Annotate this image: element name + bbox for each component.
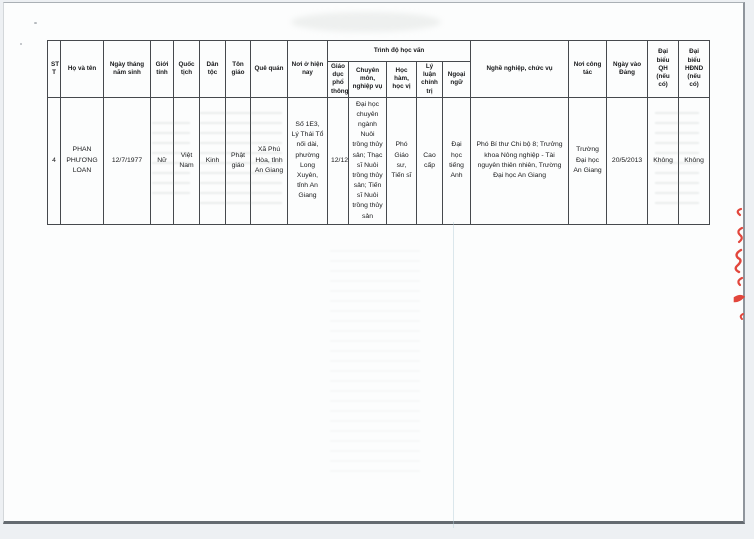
- red-handwriting-marks: [733, 207, 745, 320]
- cell-dob: 12/7/1977: [103, 96, 151, 225]
- col-header-party-date: Ngày vào Đảng: [606, 40, 649, 98]
- col-header-edu-language: Ngoại ngữ: [441, 61, 472, 98]
- col-header-ethnicity: Dân tộc: [199, 40, 226, 98]
- cell-residence: Số 1E3, Lý Thái Tổ nối dài, phường Long …: [287, 96, 328, 225]
- personnel-table: ST T Họ và tên Ngày tháng năm sinh Giới …: [47, 40, 711, 225]
- col-header-workplace: Nơi công tác: [568, 40, 608, 98]
- bleedthrough-text: [655, 112, 699, 204]
- table-row: 4 PHAN PHƯƠNG LOAN 12/7/1977 Nữ Việt Nam…: [47, 96, 711, 225]
- cell-edu-general: 12/12: [327, 96, 349, 225]
- col-header-stt: ST T: [47, 40, 61, 98]
- col-header-edu-political: Lý luận chính trị: [416, 61, 443, 98]
- header-row-sub: Giáo dục phổ thông Chuyên môn, nghiệp vụ…: [48, 61, 710, 98]
- scan-speck: [34, 22, 37, 24]
- col-header-edu-academic: Học hàm, học vị: [386, 61, 417, 98]
- bleedthrough-text: [330, 250, 420, 480]
- cell-edu-academic: Phó Giáo sư, Tiến sĩ: [386, 96, 417, 225]
- cell-nationality: Việt Nam: [173, 96, 200, 225]
- col-header-religion: Tôn giáo: [225, 40, 251, 98]
- header-row-group: ST T Họ và tên Ngày tháng năm sinh Giới …: [47, 40, 711, 98]
- scan-speck: [20, 43, 22, 45]
- col-header-gender: Giới tính: [150, 40, 174, 98]
- cell-na-deputy: Không: [647, 96, 680, 225]
- cell-edu-political: Cao cấp: [416, 96, 443, 225]
- col-header-hometown: Quê quán: [250, 40, 288, 98]
- cell-name: PHAN PHƯƠNG LOAN: [60, 96, 104, 225]
- col-header-na-deputy: Đại biểu QH (nếu có): [647, 40, 680, 98]
- cell-workplace: Trường Đại học An Giang: [568, 96, 608, 225]
- cell-ethnicity: Kinh: [199, 96, 226, 225]
- bleedthrough-text: [152, 122, 190, 202]
- cell-edu-language: Đại học tiếng Anh: [441, 96, 472, 225]
- bleedthrough-smudge: [291, 12, 441, 32]
- col-header-education-group: Trình độ học vấn: [326, 40, 472, 62]
- col-header-council-deputy: Đại biểu HĐND (nếu có): [678, 40, 711, 98]
- col-header-edu-general: Giáo dục phổ thông: [327, 61, 349, 98]
- cell-party-date: 20/5/2013: [606, 96, 649, 225]
- cell-stt: 4: [47, 96, 61, 225]
- col-header-edu-professional: Chuyên môn, nghiệp vụ: [348, 61, 387, 98]
- col-header-residence: Nơi ở hiện nay: [287, 40, 328, 98]
- col-header-occupation: Nghề nghiệp, chức vụ: [470, 40, 570, 98]
- col-header-dob: Ngày tháng năm sinh: [103, 40, 151, 98]
- cell-edu-professional: Đại học chuyên ngành Nuôi trồng thủy sản…: [348, 96, 387, 225]
- cell-religion: Phật giáo: [225, 96, 251, 225]
- cell-council-deputy: Không: [678, 96, 711, 225]
- cell-occupation: Phó Bí thư Chi bộ 8; Trưởng khoa Nông ng…: [470, 96, 570, 225]
- col-header-nationality: Quốc tịch: [173, 40, 200, 98]
- bleedthrough-text: [200, 112, 282, 212]
- scan-seam-line: [453, 222, 454, 528]
- col-header-name: Họ và tên: [60, 40, 104, 98]
